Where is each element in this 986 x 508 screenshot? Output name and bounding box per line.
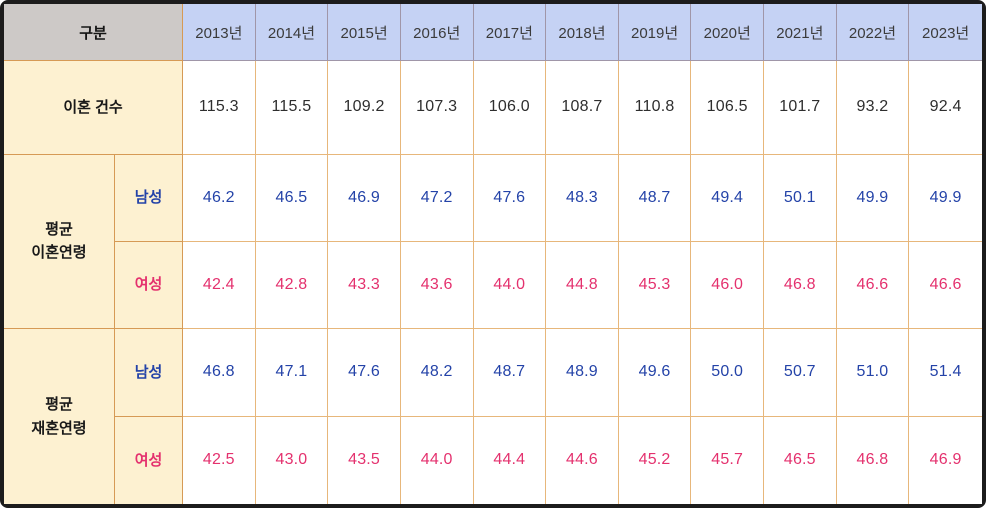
year-header-cell: 2017년 xyxy=(473,4,547,62)
value-cell: 46.5 xyxy=(764,416,837,504)
year-header-cell: 2022년 xyxy=(836,4,910,62)
value-cell: 43.6 xyxy=(400,241,474,330)
value-cell: 115.3 xyxy=(183,61,256,155)
year-header-cell: 2014년 xyxy=(255,4,329,62)
value-cell: 110.8 xyxy=(618,61,692,155)
value-cell: 44.0 xyxy=(473,241,547,330)
value-cell: 42.4 xyxy=(183,241,256,330)
value-cell: 46.8 xyxy=(764,241,837,330)
value-cell: 47.2 xyxy=(400,154,474,242)
sub-label-cell-female: 여성 xyxy=(115,241,184,330)
value-cell: 48.3 xyxy=(546,154,619,242)
value-cell: 45.7 xyxy=(691,416,765,504)
value-cell: 106.5 xyxy=(691,61,765,155)
value-cell: 47.1 xyxy=(255,329,329,417)
value-cell: 101.7 xyxy=(764,61,837,155)
year-header-cell: 2015년 xyxy=(328,4,401,62)
value-cell: 44.6 xyxy=(546,416,619,504)
header-row: 구분 2013년 2014년 2015년 2016년 2017년 2018년 2… xyxy=(4,4,982,62)
sub-label-cell-male: 남성 xyxy=(115,154,184,242)
group-label-line: 평균 xyxy=(45,221,73,239)
value-cell: 46.8 xyxy=(836,416,910,504)
year-header-cell: 2023년 xyxy=(909,4,982,62)
year-header-cell: 2021년 xyxy=(764,4,837,62)
group-label-line: 이혼연령 xyxy=(31,244,87,262)
value-cell: 49.6 xyxy=(618,329,692,417)
year-header-cell: 2019년 xyxy=(618,4,692,62)
value-cell: 47.6 xyxy=(473,154,547,242)
remarriage-age-male-row: 평균 재혼연령 남성 46.8 47.1 47.6 48.2 48.7 48.9… xyxy=(4,329,982,504)
value-cell: 93.2 xyxy=(836,61,910,155)
value-cell: 45.2 xyxy=(618,416,692,504)
value-cell: 107.3 xyxy=(400,61,474,155)
value-cell: 43.3 xyxy=(328,241,401,330)
group-label-cell: 평균 재혼연령 xyxy=(4,329,115,504)
value-cell: 46.8 xyxy=(183,329,256,417)
value-cell: 46.9 xyxy=(328,154,401,242)
value-cell: 106.0 xyxy=(473,61,547,155)
value-cell: 49.4 xyxy=(691,154,765,242)
value-cell: 49.9 xyxy=(836,154,910,242)
value-cell: 47.6 xyxy=(328,329,401,417)
value-cell: 49.9 xyxy=(909,154,982,242)
value-cell: 45.3 xyxy=(618,241,692,330)
year-header-cell: 2016년 xyxy=(400,4,474,62)
remarriage-age-female-row: 여성 42.5 43.0 43.5 44.0 44.4 44.6 45.2 45… xyxy=(4,416,982,504)
value-cell: 43.0 xyxy=(255,416,329,504)
value-cell: 44.8 xyxy=(546,241,619,330)
value-cell: 92.4 xyxy=(909,61,982,155)
divorce-age-female-row: 여성 42.4 42.8 43.3 43.6 44.0 44.8 45.3 46… xyxy=(4,241,982,330)
value-cell: 46.2 xyxy=(183,154,256,242)
value-cell: 44.4 xyxy=(473,416,547,504)
value-cell: 115.5 xyxy=(255,61,329,155)
value-cell: 48.7 xyxy=(473,329,547,417)
value-cell: 50.1 xyxy=(764,154,837,242)
year-header-cell: 2018년 xyxy=(546,4,619,62)
divorce-age-male-row: 평균 이혼연령 남성 46.2 46.5 46.9 47.2 47.6 48.3… xyxy=(4,154,982,330)
value-cell: 46.5 xyxy=(255,154,329,242)
value-cell: 44.0 xyxy=(400,416,474,504)
group-label-line: 평균 xyxy=(45,396,73,414)
value-cell: 48.7 xyxy=(618,154,692,242)
sub-label-cell-male: 남성 xyxy=(115,329,184,417)
value-cell: 46.6 xyxy=(909,241,982,330)
year-header-cell: 2013년 xyxy=(183,4,256,62)
corner-header-cell: 구분 xyxy=(4,4,184,62)
value-cell: 109.2 xyxy=(328,61,401,155)
value-cell: 108.7 xyxy=(546,61,619,155)
row-label-cell: 이혼 건수 xyxy=(4,61,184,155)
value-cell: 42.5 xyxy=(183,416,256,504)
value-cell: 50.0 xyxy=(691,329,765,417)
value-cell: 46.9 xyxy=(909,416,982,504)
value-cell: 51.4 xyxy=(909,329,982,417)
group-label-line: 재혼연령 xyxy=(31,419,87,437)
divorce-count-row: 이혼 건수 115.3 115.5 109.2 107.3 106.0 108.… xyxy=(4,61,982,155)
value-cell: 42.8 xyxy=(255,241,329,330)
group-label-cell: 평균 이혼연령 xyxy=(4,154,115,330)
value-cell: 50.7 xyxy=(764,329,837,417)
value-cell: 51.0 xyxy=(836,329,910,417)
value-cell: 46.0 xyxy=(691,241,765,330)
year-header-cell: 2020년 xyxy=(691,4,765,62)
sub-label-cell-female: 여성 xyxy=(115,416,184,504)
value-cell: 46.6 xyxy=(836,241,910,330)
value-cell: 48.2 xyxy=(400,329,474,417)
value-cell: 48.9 xyxy=(546,329,619,417)
value-cell: 43.5 xyxy=(328,416,401,504)
